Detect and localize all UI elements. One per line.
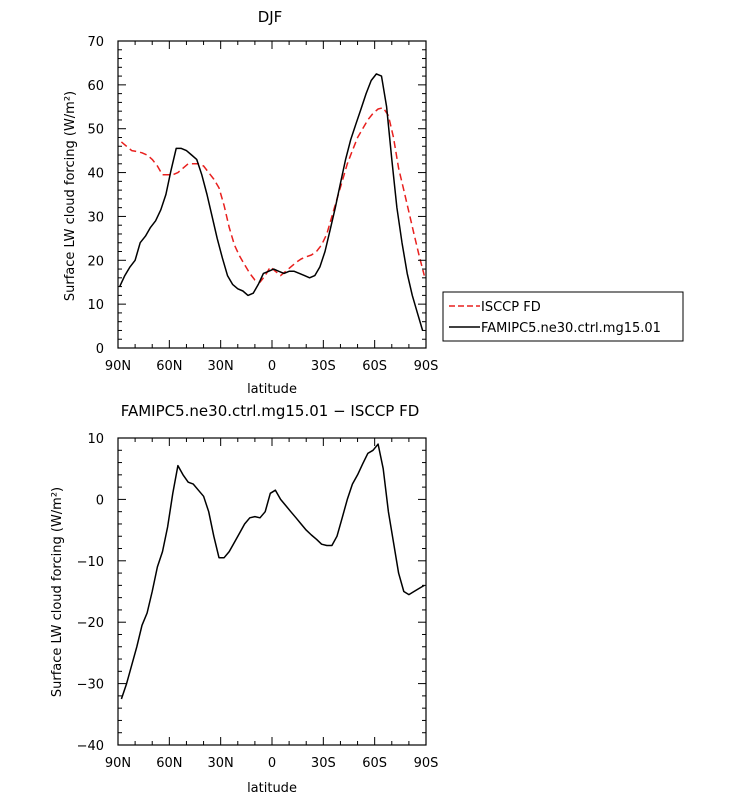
bottom-x-tick-label: 90S [414, 756, 439, 771]
top-y-tick-label: 20 [87, 254, 104, 269]
top-y-axis-label: Surface LW cloud forcing (W/m²) [63, 91, 78, 301]
top-plot-frame [117, 40, 427, 349]
legend-box [442, 291, 684, 342]
top-x-tick-label: 30S [311, 359, 336, 374]
top-tick-marks [117, 40, 427, 349]
bottom-y-tick-label: −20 [77, 616, 104, 631]
bottom-chart-title: FAMIPC5.ne30.ctrl.mg15.01 − ISCCP FD [121, 402, 420, 420]
bottom-panel: FAMIPC5.ne30.ctrl.mg15.01 − ISCCP FD −40… [50, 402, 438, 796]
bottom-plot-frame [117, 437, 427, 746]
top-y-tick-label: 10 [87, 298, 104, 313]
bottom-y-tick-label: −10 [77, 555, 104, 570]
top-series-group [119, 73, 426, 331]
top-x-tick-label: 30N [208, 359, 234, 374]
top-series-line-isccp [120, 106, 426, 283]
top-x-tick-labels: 90N 60N 30N 0 30S 60S 90S [105, 359, 439, 374]
top-series-line-famipc5 [119, 73, 424, 331]
top-x-tick-label: 0 [268, 359, 276, 374]
bottom-x-tick-labels: 90N 60N 30N 0 30S 60S 90S [105, 756, 439, 771]
bottom-y-tick-label: 0 [96, 493, 104, 508]
top-x-tick-label: 60N [156, 359, 182, 374]
bottom-x-tick-label: 60S [362, 756, 387, 771]
bottom-x-tick-label: 0 [268, 756, 276, 771]
bottom-x-tick-label: 30N [208, 756, 234, 771]
top-x-tick-label: 90N [105, 359, 131, 374]
legend: ISCCP FD FAMIPC5.ne30.ctrl.mg15.01 [442, 291, 684, 342]
top-x-axis-label: latitude [247, 382, 297, 397]
bottom-x-tick-label: 90N [105, 756, 131, 771]
bottom-series-group [120, 443, 425, 700]
bottom-y-tick-label: 10 [87, 432, 104, 447]
bottom-x-tick-label: 60N [156, 756, 182, 771]
bottom-series-line-0 [120, 443, 425, 700]
bottom-x-axis-label: latitude [247, 781, 297, 796]
bottom-y-tick-label: −30 [77, 678, 104, 693]
top-y-tick-label: 0 [96, 342, 104, 357]
top-y-tick-label: 40 [87, 167, 104, 182]
top-y-tick-label: 50 [87, 123, 104, 138]
top-y-tick-label: 30 [87, 210, 104, 225]
bottom-tick-marks [117, 437, 427, 746]
top-y-tick-labels: 0 10 20 30 40 50 60 70 [87, 35, 104, 357]
bottom-x-tick-label: 30S [311, 756, 336, 771]
top-y-tick-label: 70 [87, 35, 104, 50]
bottom-y-axis-label: Surface LW cloud forcing (W/m²) [50, 487, 65, 697]
top-x-tick-label: 90S [414, 359, 439, 374]
top-chart-title: DJF [258, 8, 283, 26]
bottom-y-tick-label: −40 [77, 739, 104, 754]
bottom-y-tick-labels: −40 −30 −20 −10 0 10 [77, 432, 104, 754]
top-y-tick-label: 60 [87, 79, 104, 94]
legend-label-isccp: ISCCP FD [481, 300, 541, 315]
top-x-tick-label: 60S [362, 359, 387, 374]
legend-label-famipc5: FAMIPC5.ne30.ctrl.mg15.01 [481, 321, 661, 336]
